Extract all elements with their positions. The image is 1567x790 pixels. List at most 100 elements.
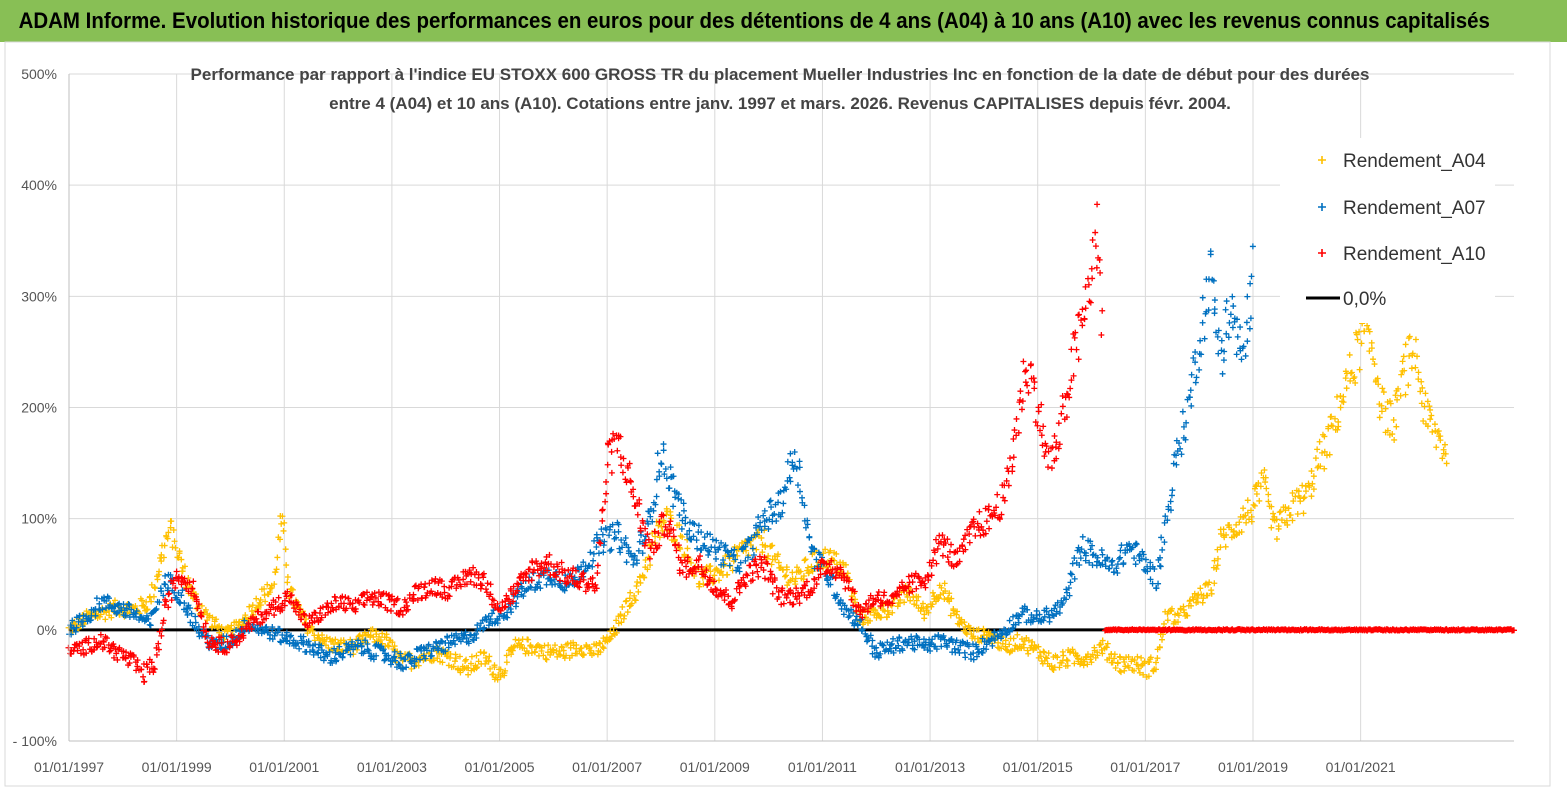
data-point (1069, 646, 1076, 653)
data-point (606, 636, 613, 643)
data-point (1068, 346, 1075, 353)
data-point (1418, 378, 1425, 385)
data-point (941, 580, 948, 587)
data-point (452, 658, 459, 665)
data-point (909, 579, 916, 586)
data-point (178, 592, 185, 599)
data-point (1157, 563, 1164, 570)
data-point (518, 641, 525, 648)
legend-label: Rendement_A07 (1343, 198, 1486, 219)
data-point (1261, 467, 1268, 474)
data-point (794, 482, 801, 489)
data-point (1248, 518, 1255, 525)
data-point (1240, 343, 1247, 350)
data-point (528, 577, 535, 584)
data-point (1037, 427, 1044, 434)
data-point (1161, 519, 1168, 526)
data-point (463, 581, 470, 588)
data-point (811, 585, 818, 592)
data-point (1287, 511, 1294, 518)
data-point (1079, 306, 1086, 313)
data-point (1147, 559, 1154, 566)
data-point (110, 654, 117, 661)
data-point (140, 673, 147, 680)
data-point (613, 534, 619, 541)
data-point (346, 644, 353, 651)
data-point (619, 603, 626, 610)
data-point (953, 561, 960, 568)
data-point (954, 608, 961, 615)
data-point (1138, 654, 1145, 661)
data-point (973, 653, 980, 660)
data-point (660, 447, 667, 454)
data-point (668, 515, 675, 522)
data-point (267, 631, 274, 638)
data-point (1139, 548, 1146, 555)
data-point (1058, 660, 1065, 667)
data-point (601, 538, 608, 545)
data-point (208, 634, 215, 641)
data-point (126, 660, 133, 667)
data-point (772, 556, 779, 563)
data-point (186, 579, 193, 586)
data-point (1213, 565, 1220, 572)
data-point (597, 649, 604, 656)
data-point (1099, 307, 1106, 314)
data-point (1111, 655, 1118, 662)
data-point (1198, 351, 1205, 358)
data-point (1162, 513, 1169, 520)
data-point (589, 574, 596, 581)
legend-label: Rendement_A04 (1343, 151, 1486, 172)
x-tick-label: 01/01/1999 (142, 759, 212, 775)
data-point (645, 520, 652, 527)
data-point (144, 664, 151, 671)
data-point (369, 601, 376, 608)
data-point (985, 503, 992, 510)
data-point (872, 607, 879, 614)
data-point (537, 585, 544, 592)
data-point (388, 596, 395, 603)
data-point (1092, 229, 1099, 236)
data-point (125, 600, 132, 607)
data-point (192, 619, 199, 626)
data-point (1140, 671, 1147, 678)
data-point (717, 589, 724, 596)
data-point (1031, 379, 1038, 386)
data-point (1161, 539, 1168, 546)
data-point (1152, 659, 1159, 666)
data-point (1028, 361, 1035, 368)
data-point (627, 478, 634, 485)
data-point (1063, 656, 1070, 663)
data-point (653, 476, 660, 483)
data-point (636, 500, 643, 507)
data-point (921, 644, 928, 651)
data-point (284, 579, 291, 586)
data-point (1041, 613, 1048, 620)
data-point (1077, 661, 1084, 668)
data-point (168, 518, 175, 525)
data-point (991, 507, 998, 514)
data-point (298, 616, 305, 623)
data-point (1379, 385, 1386, 392)
data-point (335, 604, 342, 611)
data-point (787, 478, 794, 485)
data-point (465, 664, 472, 671)
data-point (232, 626, 239, 633)
data-point (956, 649, 963, 656)
data-point (316, 610, 323, 617)
data-point (1024, 606, 1031, 613)
data-point (1409, 350, 1416, 357)
data-point (536, 572, 543, 579)
data-point (1050, 667, 1057, 674)
data-point (147, 622, 154, 629)
data-point (1329, 423, 1336, 430)
data-point (1085, 281, 1092, 288)
data-point (1257, 483, 1264, 490)
data-point (1040, 617, 1047, 624)
data-point (1300, 495, 1307, 502)
data-point (300, 610, 307, 617)
data-point (1140, 551, 1147, 558)
data-point (1158, 534, 1165, 541)
data-point (1247, 280, 1254, 287)
data-point (713, 555, 720, 562)
